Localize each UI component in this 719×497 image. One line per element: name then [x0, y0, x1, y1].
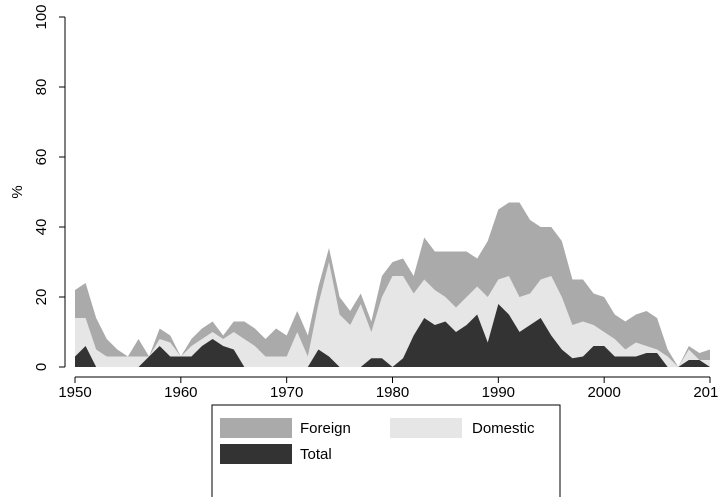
x-tick-label: 2010 — [693, 384, 719, 401]
x-tick-label: 1960 — [164, 384, 197, 401]
legend-swatch — [220, 418, 292, 438]
y-tick-label: 100 — [33, 4, 50, 29]
x-tick-label: 1980 — [376, 384, 409, 401]
x-tick-label: 1990 — [482, 384, 515, 401]
x-tick-label: 1970 — [270, 384, 303, 401]
y-tick-label: 20 — [33, 289, 50, 306]
y-tick-label: 0 — [33, 363, 50, 371]
y-tick-label: 60 — [33, 149, 50, 166]
legend-swatch — [390, 418, 462, 438]
x-tick-label: 2000 — [587, 384, 620, 401]
y-tick-label: 80 — [33, 79, 50, 96]
x-tick-label: 1950 — [58, 384, 91, 401]
legend-label: Domestic — [472, 420, 535, 437]
y-axis-label: % — [9, 185, 26, 198]
legend-label: Foreign — [300, 420, 351, 437]
legend-swatch — [220, 444, 292, 464]
legend-label: Total — [300, 446, 332, 463]
y-tick-label: 40 — [33, 219, 50, 236]
area — [75, 304, 710, 367]
